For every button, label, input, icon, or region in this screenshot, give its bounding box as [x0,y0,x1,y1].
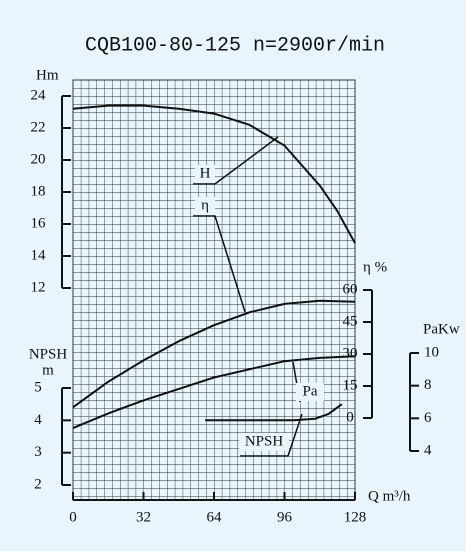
y3-tick-label: 6 [424,410,432,426]
y-tick-label: 12 [31,279,46,295]
leader-line [193,136,279,185]
y-tick-label: 18 [31,183,46,199]
leader-line [193,215,246,313]
label-box [296,383,324,401]
y2-axis-label: η % [363,259,387,275]
y-tick-label: 20 [31,151,46,167]
y4-axis-label: NPSH [29,346,68,362]
curve-label: η [201,197,209,213]
leader-line [240,413,303,457]
label-box [195,165,215,183]
curve [205,403,343,422]
x-tick-label: 128 [344,509,367,525]
x-tick-label: 0 [69,509,77,525]
y2-tick-label: 60 [343,281,358,297]
y-tick-label: 22 [31,119,46,135]
y3-tick-label: 8 [424,377,432,393]
curve [72,355,356,430]
curve [72,299,356,409]
grid [72,79,356,501]
curve [72,104,356,244]
curve-label: H [200,165,211,181]
y4-tick-label: 5 [34,379,42,395]
y3-tick-label: 4 [424,442,432,458]
x-axis-label: Q m³/h [368,488,411,504]
curve-label: NPSH [245,433,284,449]
label-box [195,197,215,215]
y4-axis-label: m [42,362,54,378]
y-axis-label: Hm [36,67,59,83]
label-box [239,433,289,451]
y-tick-label: 24 [31,87,47,103]
y2-tick-label: 45 [343,313,358,329]
y2-tick-label: 30 [343,345,358,361]
y3-tick-label: 10 [424,344,439,360]
y2-tick-label: 15 [343,377,358,393]
chart-title: CQB100-80-125 n=2900r/min [85,34,385,57]
y2-tick-label: 0 [346,409,354,425]
curve-label: Pa [303,383,318,399]
y-tick-label: 16 [31,215,47,231]
y3-axis-label: PaKw [423,321,460,337]
x-tick-label: 32 [136,509,151,525]
y4-tick-label: 3 [34,444,42,460]
y4-tick-label: 4 [34,412,42,428]
x-tick-label: 96 [277,509,293,525]
y-tick-label: 14 [31,247,47,263]
x-tick-label: 64 [207,509,223,525]
y4-tick-label: 2 [34,476,42,492]
